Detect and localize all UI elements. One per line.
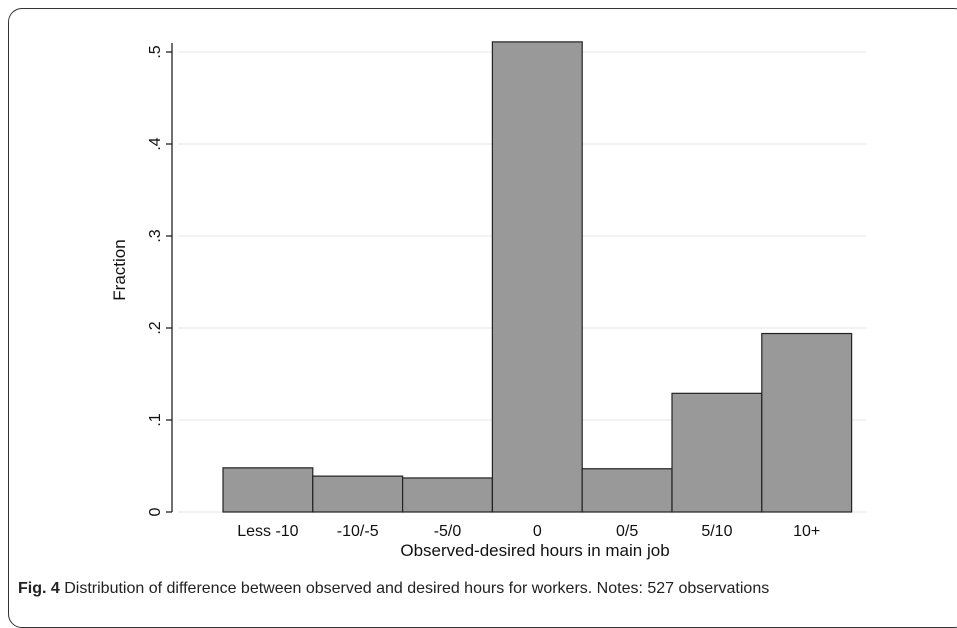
y-tick-label: .3 bbox=[147, 229, 164, 242]
histogram-chart: 0 .1 .2 .3 .4 .5 Less -10 -10/-5 -5/0 0 0/5 5/10 10… bbox=[110, 41, 866, 560]
y-axis-title: Fraction bbox=[110, 239, 129, 300]
x-tick-label: 0/5 bbox=[616, 523, 638, 540]
y-tick-label: .5 bbox=[147, 45, 164, 58]
bar bbox=[581, 468, 673, 513]
x-tick-label: Less -10 bbox=[237, 523, 298, 540]
y-tick-label: .2 bbox=[147, 321, 164, 334]
x-tick-label: -10/-5 bbox=[337, 523, 379, 540]
x-axis-title: Observed-desired hours in main job bbox=[400, 541, 669, 560]
bar bbox=[761, 332, 853, 513]
caption-label: Fig. 4 bbox=[18, 580, 60, 597]
figure-caption: Fig. 4 Distribution of difference betwee… bbox=[18, 580, 769, 598]
y-tick-label: 0 bbox=[147, 507, 164, 516]
y-tick-label: .1 bbox=[147, 413, 164, 426]
bar bbox=[491, 41, 583, 513]
bars bbox=[222, 41, 853, 513]
caption-text: Distribution of difference between obser… bbox=[59, 580, 770, 597]
x-tick-label: 5/10 bbox=[701, 523, 732, 540]
x-tick-label: -5/0 bbox=[434, 523, 462, 540]
bar bbox=[402, 477, 494, 513]
bar bbox=[312, 475, 404, 513]
bar bbox=[671, 392, 763, 513]
bar bbox=[222, 467, 314, 513]
y-ticks: 0 .1 .2 .3 .4 .5 bbox=[147, 45, 172, 516]
x-ticks: Less -10 -10/-5 -5/0 0 0/5 5/10 10+ bbox=[237, 523, 820, 540]
y-tick-label: .4 bbox=[147, 137, 164, 150]
x-tick-label: 10+ bbox=[793, 523, 820, 540]
x-tick-label: 0 bbox=[533, 523, 542, 540]
